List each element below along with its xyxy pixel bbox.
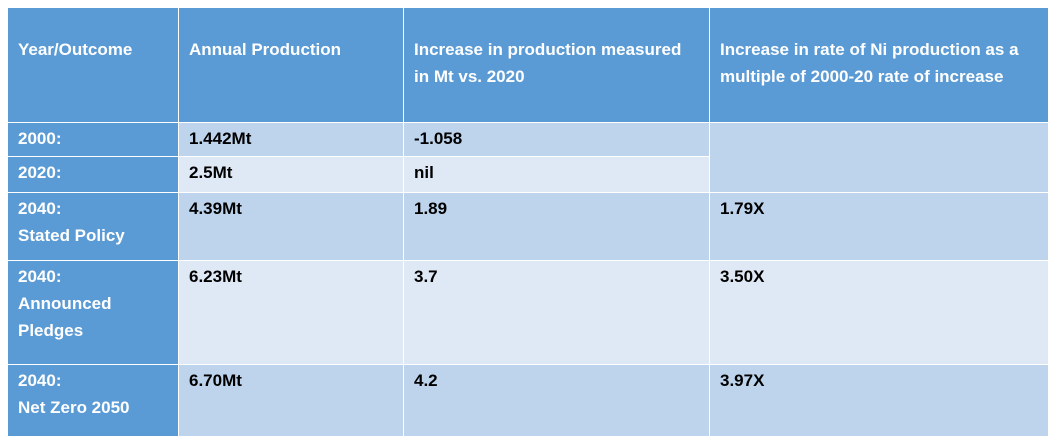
scenario-label: Stated Policy	[18, 226, 125, 245]
header-row: Year/Outcome Annual Production Increase …	[7, 7, 1049, 123]
table-row: 2020: 2.5Mt nil	[7, 156, 1049, 193]
header-increase-mt: Increase in production measured in Mt vs…	[403, 7, 710, 123]
scenario-label: Net Zero 2050	[18, 398, 130, 417]
year-cell: 2040: Announced Pledges	[7, 260, 179, 365]
scenario-label: Announced Pledges	[18, 294, 112, 340]
year-label: 2000:	[18, 129, 62, 148]
year-label: 2040:	[18, 371, 62, 390]
multiple-cell: 1.79X	[709, 192, 1049, 261]
multiple-cell: 3.97X	[709, 364, 1049, 437]
increase-cell: 3.7	[403, 260, 710, 365]
year-cell: 2040: Net Zero 2050	[7, 364, 179, 437]
production-cell: 1.442Mt	[178, 122, 404, 157]
increase-cell: nil	[403, 156, 710, 193]
year-label: 2040:	[18, 199, 62, 218]
nickel-production-table: Year/Outcome Annual Production Increase …	[7, 7, 1049, 437]
multiple-cell-empty	[709, 122, 1049, 193]
year-label: 2040:	[18, 267, 62, 286]
production-cell: 6.70Mt	[178, 364, 404, 437]
production-cell: 4.39Mt	[178, 192, 404, 261]
year-cell: 2020:	[7, 156, 179, 193]
multiple-cell: 3.50X	[709, 260, 1049, 365]
header-year-outcome: Year/Outcome	[7, 7, 179, 123]
header-rate-multiple: Increase in rate of Ni production as a m…	[709, 7, 1049, 123]
table-row: 2000: 1.442Mt -1.058	[7, 122, 1049, 193]
table-row: 2040: Stated Policy 4.39Mt 1.89 1.79X	[7, 192, 1049, 261]
header-annual-production: Annual Production	[178, 7, 404, 123]
production-cell: 2.5Mt	[178, 156, 404, 193]
year-label: 2020:	[18, 163, 62, 182]
increase-cell: -1.058	[403, 122, 710, 157]
production-cell: 6.23Mt	[178, 260, 404, 365]
increase-cell: 1.89	[403, 192, 710, 261]
table-row: 2040: Net Zero 2050 6.70Mt 4.2 3.97X	[7, 364, 1049, 437]
increase-cell: 4.2	[403, 364, 710, 437]
year-cell: 2000:	[7, 122, 179, 157]
table-row: 2040: Announced Pledges 6.23Mt 3.7 3.50X	[7, 260, 1049, 365]
year-cell: 2040: Stated Policy	[7, 192, 179, 261]
